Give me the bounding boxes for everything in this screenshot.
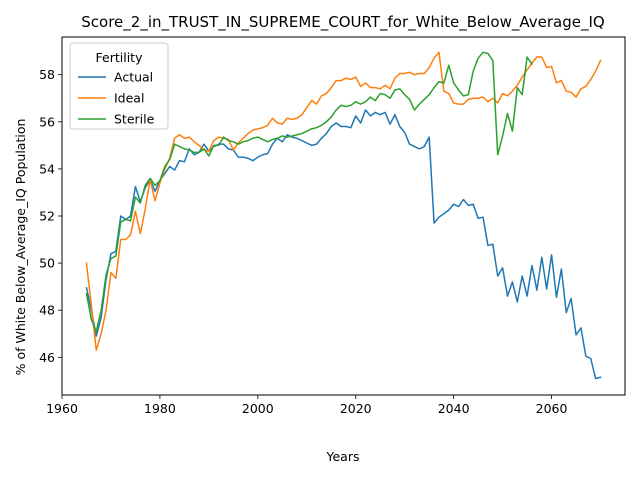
series-line-sterile: [85, 51, 534, 333]
legend-box: [69, 42, 169, 130]
chart-title: Score_2_in_TRUST_IN_SUPREME_COURT_for_Wh…: [81, 13, 604, 32]
y-tick-label: 48: [39, 303, 55, 318]
y-axis: 46 48 50 52 54 56 58: [39, 67, 62, 365]
x-tick-label: 2000: [242, 401, 274, 416]
legend-label-ideal: Ideal: [114, 91, 144, 106]
x-axis: 1960 1980 2000 2020 2040 2060: [46, 395, 568, 416]
x-tick-label: 2020: [340, 401, 372, 416]
y-tick-label: 46: [39, 350, 55, 365]
legend: Fertility Actual Ideal Sterile: [69, 42, 169, 130]
x-tick-label: 1980: [144, 401, 176, 416]
y-tick-label: 50: [39, 256, 55, 271]
legend-label-actual: Actual: [114, 70, 153, 85]
series-line-actual: [85, 109, 602, 380]
series-line-ideal: [85, 51, 602, 351]
legend-title: Fertility: [96, 50, 144, 65]
series-layer: [85, 51, 602, 380]
legend-label-sterile: Sterile: [114, 112, 155, 127]
x-tick-label: 2060: [536, 401, 568, 416]
x-tick-label: 1960: [46, 401, 78, 416]
y-tick-label: 56: [39, 114, 55, 129]
y-tick-label: 52: [39, 209, 55, 224]
x-axis-label: Years: [326, 449, 360, 464]
x-tick-label: 2040: [438, 401, 470, 416]
y-tick-label: 58: [39, 67, 55, 82]
y-tick-label: 54: [39, 161, 55, 176]
y-axis-label: % of White Below_Average_IQ Population: [13, 119, 28, 376]
